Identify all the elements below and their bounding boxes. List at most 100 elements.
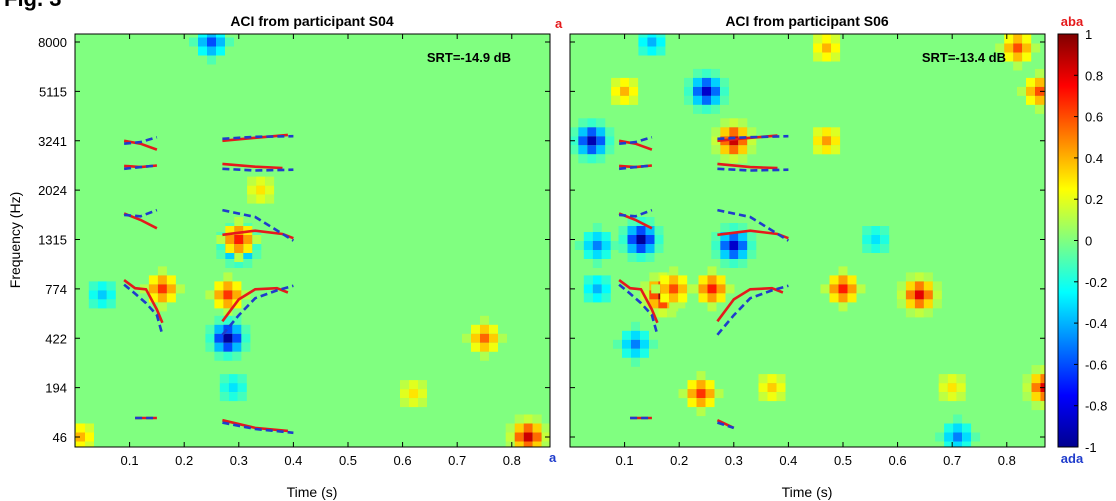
heatmap-cell	[574, 241, 584, 250]
heatmap-cell	[689, 284, 699, 294]
heatmap-cell	[847, 275, 857, 285]
heatmap-blob	[247, 176, 275, 204]
heatmap-cell	[583, 232, 593, 241]
heatmap-cell	[106, 281, 116, 291]
heatmap-cell	[638, 37, 648, 47]
heatmap-cell	[720, 223, 730, 232]
heatmap-cell	[698, 284, 708, 294]
heatmap-cell	[678, 389, 688, 399]
heatmap-cell	[232, 342, 242, 352]
heatmap-cell	[862, 244, 872, 253]
heatmap-cell	[541, 441, 550, 447]
heatmap-cell	[618, 235, 628, 244]
heatmap-cell	[1035, 68, 1044, 78]
heatmap-cell	[596, 118, 606, 128]
colorbar-tick-label: 0.2	[1085, 192, 1103, 207]
heatmap-cell	[207, 37, 216, 47]
heatmap-cell	[905, 299, 915, 309]
aba-formant-track	[716, 286, 784, 323]
heatmap-cell	[533, 451, 542, 460]
heatmap-cell	[106, 299, 116, 309]
heatmap-cell	[711, 250, 721, 259]
heatmap-cell	[678, 284, 688, 294]
heatmap-cell	[225, 250, 235, 259]
colorbar-top-label: aba	[1061, 14, 1084, 29]
heatmap-cell	[1013, 43, 1023, 53]
heatmap-cell	[166, 293, 176, 303]
heatmap-cell	[962, 441, 972, 447]
heatmap-cell	[831, 43, 841, 53]
heatmap-cell	[578, 118, 588, 128]
heatmap-blob	[689, 266, 735, 312]
heatmap-cell	[1035, 104, 1044, 114]
heatmap-cell	[256, 185, 266, 195]
heatmap-cell	[660, 293, 670, 303]
x-tick-label: 0.2	[175, 453, 193, 468]
heatmap-cell	[654, 226, 664, 235]
heatmap-cell	[738, 241, 748, 250]
heatmap-cell	[923, 281, 933, 291]
heatmap-cell	[532, 423, 542, 433]
heatmap-cell	[1050, 383, 1059, 392]
heatmap-cell	[157, 293, 167, 303]
heatmap-cell	[596, 145, 606, 155]
heatmap-cell	[247, 185, 257, 195]
heatmap-cell	[622, 339, 631, 349]
heatmap-cell	[938, 374, 948, 384]
heatmap-cell	[471, 333, 480, 343]
heatmap-cell	[480, 324, 489, 334]
heatmap-cell	[596, 127, 606, 137]
heatmap-cell	[651, 284, 661, 294]
heatmap-cell	[498, 333, 507, 343]
heatmap-cell	[905, 290, 915, 300]
heatmap-cell	[847, 284, 857, 294]
heatmap-cell	[914, 281, 924, 291]
heatmap-blob	[75, 423, 94, 447]
heatmap-cell	[905, 272, 915, 282]
colorbar-tick-label: 0.8	[1085, 68, 1103, 83]
heatmap-cell	[587, 118, 597, 128]
heatmap-cell	[631, 321, 640, 331]
heatmap-cell	[654, 235, 664, 244]
heatmap-cell	[1022, 374, 1032, 384]
heatmap-cell	[856, 284, 866, 294]
heatmap-cell	[905, 308, 915, 318]
heatmap-cell	[944, 423, 954, 433]
heatmap-cell	[232, 315, 242, 325]
heatmap-cell	[947, 392, 957, 402]
heatmap-cell	[660, 275, 670, 285]
heatmap-cell	[225, 259, 235, 268]
heatmap-cell	[409, 398, 418, 408]
heatmap-cell	[471, 324, 480, 334]
ada-formant-track	[222, 421, 294, 435]
heatmap-cell	[631, 357, 640, 367]
heatmap-cell	[838, 275, 848, 285]
colorbar-tick-label: -0.6	[1085, 357, 1107, 372]
heatmap-cell	[578, 127, 588, 137]
heatmap-cell	[656, 46, 666, 56]
heatmap-cell	[871, 235, 881, 244]
heatmap-cell	[1004, 52, 1014, 62]
heatmap-cell	[716, 284, 726, 294]
ada-formant-track	[717, 208, 790, 242]
heatmap-cell	[944, 432, 954, 442]
heatmap-cell	[480, 315, 489, 325]
heatmap-cell	[611, 86, 621, 96]
heatmap-cell	[237, 392, 247, 402]
heatmap-cell	[669, 275, 679, 285]
heatmap-cell	[223, 299, 233, 309]
heatmap-cell	[896, 299, 906, 309]
heatmap-cell	[1040, 374, 1045, 384]
heatmap-cell	[514, 441, 524, 447]
x-tick-label: 0.7	[448, 453, 466, 468]
x-tick-label: 0.8	[998, 453, 1016, 468]
heatmap-cell	[1026, 95, 1035, 105]
heatmap-cell	[822, 52, 832, 62]
heatmap-cell	[729, 241, 739, 250]
heatmap-cell	[838, 284, 848, 294]
heatmap-blob	[611, 77, 639, 105]
heatmap-blob	[1022, 365, 1059, 411]
heatmap-cell	[747, 250, 757, 259]
heatmap-blob	[505, 414, 550, 460]
